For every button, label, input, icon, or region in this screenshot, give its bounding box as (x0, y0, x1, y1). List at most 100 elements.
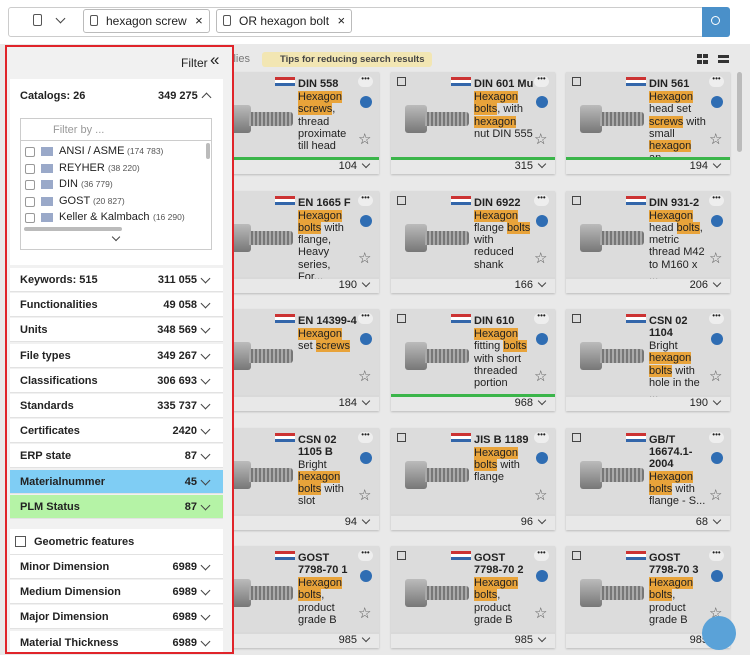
favorite[interactable]: ☆ (709, 486, 723, 504)
more-button[interactable]: ••• (709, 193, 724, 206)
result-card[interactable]: DIN 558 Hexagon screws, thread proximate … (215, 72, 379, 174)
facet-row[interactable]: PLM Status 87 (10, 494, 223, 519)
bolt-shank (425, 467, 469, 482)
geometric-row[interactable]: Material Thickness 6989 (10, 630, 223, 652)
more-button[interactable]: ••• (358, 193, 373, 206)
result-card[interactable]: JIS B 1189 Hexagon bolts with flange ••• ☆ 9… (391, 427, 555, 530)
favorite[interactable]: ☆ (534, 486, 548, 504)
more-button[interactable]: ••• (534, 549, 549, 561)
scrollbar[interactable] (737, 72, 742, 152)
checkbox[interactable] (25, 196, 35, 207)
h-scroll[interactable] (24, 227, 122, 231)
grid-view[interactable] (697, 54, 708, 64)
favorite[interactable]: ☆ (358, 131, 372, 148)
favorite[interactable]: ☆ (358, 368, 372, 385)
facet-label: Classifications (20, 374, 98, 387)
checkbox[interactable] (25, 163, 35, 174)
more-button[interactable]: ••• (358, 430, 373, 443)
geometric-row[interactable]: Minor Dimension 6989 (10, 555, 223, 579)
card-description: Hexagon head bolts, metric thread M42 to… (649, 209, 705, 283)
expand (200, 636, 211, 647)
favorite[interactable]: ☆ (534, 249, 548, 267)
bolt-head (229, 105, 251, 133)
checkbox[interactable] (25, 180, 35, 190)
favorite[interactable]: ☆ (534, 605, 548, 622)
price-icon (711, 96, 723, 108)
more-button[interactable]: ••• (534, 193, 549, 206)
geometric-row[interactable]: Major Dimension 6989 (10, 605, 223, 630)
result-card[interactable]: DIN 6922 Hexagon flange bolts with reduce… (391, 190, 555, 293)
result-card[interactable]: GB/T 16674.1-2004 Hexagon bolts with flan… (566, 427, 730, 530)
more-button[interactable]: ••• (534, 75, 549, 87)
result-card[interactable]: EN 14399-4 Hexagon set screws ••• ☆ 184 (215, 309, 379, 411)
search-chip[interactable]: hexagon screw × (83, 9, 210, 33)
facet-row[interactable]: Materialnummer 45 (10, 469, 223, 494)
filter-input[interactable] (21, 119, 211, 141)
expand[interactable] (111, 232, 121, 242)
result-card[interactable]: GOST 7798-70 3 Hexagon bolts, product gra… (566, 546, 730, 648)
checkbox[interactable] (25, 147, 35, 157)
checkbox[interactable] (25, 213, 35, 223)
more-button[interactable]: ••• (534, 430, 549, 443)
result-card[interactable]: CSN 02 1104 Bright hexagon bolts with hol… (566, 309, 730, 411)
bolt-shank (425, 230, 469, 245)
collapse-button[interactable] (702, 616, 736, 650)
result-card[interactable]: GOST 7798-70 1 Hexagon bolts, product gra… (215, 546, 379, 648)
result-card[interactable]: GOST 7798-70 2 Hexagon bolts, product gra… (391, 546, 555, 648)
flags (626, 77, 646, 86)
catalog-name[interactable]: Keller & Kalmbach (59, 211, 150, 223)
favorite[interactable]: ☆ (709, 249, 723, 267)
facet-row[interactable]: Standards 335 737 (10, 394, 223, 418)
catalog-name[interactable]: REYHER (59, 161, 105, 174)
geometric-row[interactable]: Medium Dimension 6989 (10, 580, 223, 605)
result-card[interactable]: DIN 931-2 Hexagon head bolts, metric thre… (566, 190, 730, 293)
facet-row[interactable]: File types 349 267 (10, 343, 223, 368)
chip-remove[interactable]: × (337, 13, 346, 28)
catalog-name[interactable]: ANSI / ASME (59, 145, 125, 157)
facet-row[interactable]: Keywords: 515 311 055 (10, 268, 223, 292)
result-card[interactable]: EN 1665 F Hexagon bolts with flange, Heav… (215, 190, 379, 293)
catalog-icon[interactable] (33, 14, 42, 26)
more-button[interactable]: ••• (709, 549, 724, 561)
favorite[interactable]: ☆ (358, 605, 372, 622)
result-card[interactable]: DIN 561 Hexagon head set screws with smal… (566, 72, 730, 174)
facet-row[interactable]: ERP state 87 (10, 444, 223, 469)
search-button[interactable] (702, 7, 730, 37)
more-button[interactable]: ••• (358, 75, 373, 87)
collapse-filter[interactable]: « (210, 50, 220, 69)
filter-panel: Filter « Catalogs: 26 349 275 Filter by … (5, 45, 234, 654)
more-button[interactable]: ••• (358, 312, 373, 324)
more-button[interactable]: ••• (709, 312, 724, 324)
more-button[interactable]: ••• (709, 75, 724, 87)
facet-row[interactable]: Functionalities 49 058 (10, 293, 223, 318)
tips-banner[interactable]: Tips for reducing search results (262, 52, 433, 67)
status-line (215, 157, 379, 160)
footer (566, 278, 730, 293)
catalog-name[interactable]: GOST (59, 194, 91, 207)
favorite[interactable]: ☆ (534, 131, 548, 148)
card-title: GOST 7798-70 3 (649, 552, 699, 576)
v-scroll[interactable] (206, 143, 210, 159)
favorite[interactable]: ☆ (534, 368, 548, 385)
facet-row[interactable]: Units 348 569 (10, 318, 223, 343)
favorite[interactable]: ☆ (358, 249, 372, 267)
chip-remove[interactable]: × (195, 13, 203, 28)
card-description: Hexagon bolts, product grade B (298, 577, 343, 626)
favorite[interactable]: ☆ (709, 131, 723, 148)
more-button[interactable]: ••• (709, 430, 724, 443)
facet-count: 306 693 (157, 374, 197, 387)
collapse[interactable] (201, 92, 212, 103)
list-view[interactable] (718, 54, 729, 64)
more-button[interactable]: ••• (534, 312, 549, 324)
facet-row[interactable]: Certificates 2420 (10, 419, 223, 444)
more-button[interactable]: ••• (358, 549, 373, 561)
result-card[interactable]: CSN 02 1105 B Bright hexagon bolts with s… (215, 427, 379, 530)
favorite[interactable]: ☆ (358, 486, 372, 504)
favorite[interactable]: ☆ (709, 368, 723, 385)
result-card[interactable]: DIN 601 Mu Hexagon bolts, with hexagon nu… (391, 72, 555, 174)
flags (451, 551, 471, 560)
facet-row[interactable]: Classifications 306 693 (10, 368, 223, 393)
search-chip[interactable]: OR hexagon bolt × (216, 9, 353, 33)
result-card[interactable]: DIN 610 Hexagon fitting bolts with short … (391, 309, 555, 411)
catalog-name[interactable]: DIN (59, 178, 78, 190)
